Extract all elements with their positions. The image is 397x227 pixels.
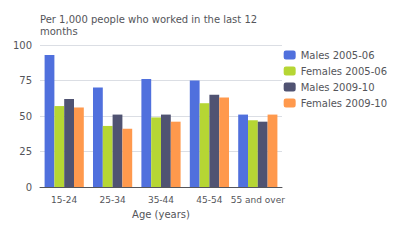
- svg-text:Females 2005-06: Females 2005-06: [301, 66, 387, 77]
- svg-text:75: 75: [19, 75, 32, 86]
- svg-text:25-34: 25-34: [100, 195, 126, 205]
- svg-text:50: 50: [19, 111, 32, 122]
- svg-text:35-44: 35-44: [148, 195, 174, 205]
- svg-text:100: 100: [13, 40, 32, 51]
- svg-text:months: months: [40, 26, 78, 37]
- svg-text:Per 1,000 people who worked in: Per 1,000 people who worked in the last …: [40, 14, 257, 25]
- svg-text:Males 2009-10: Males 2009-10: [301, 82, 375, 93]
- svg-text:Males 2005-06: Males 2005-06: [301, 50, 375, 61]
- svg-text:25: 25: [19, 146, 32, 157]
- svg-text:0: 0: [26, 182, 32, 193]
- svg-text:15-24: 15-24: [51, 195, 77, 205]
- svg-text:Females 2009-10: Females 2009-10: [301, 98, 387, 109]
- svg-text:55 and over: 55 and over: [231, 195, 285, 205]
- svg-text:45-54: 45-54: [196, 195, 222, 205]
- svg-text:Age (years): Age (years): [132, 209, 190, 220]
